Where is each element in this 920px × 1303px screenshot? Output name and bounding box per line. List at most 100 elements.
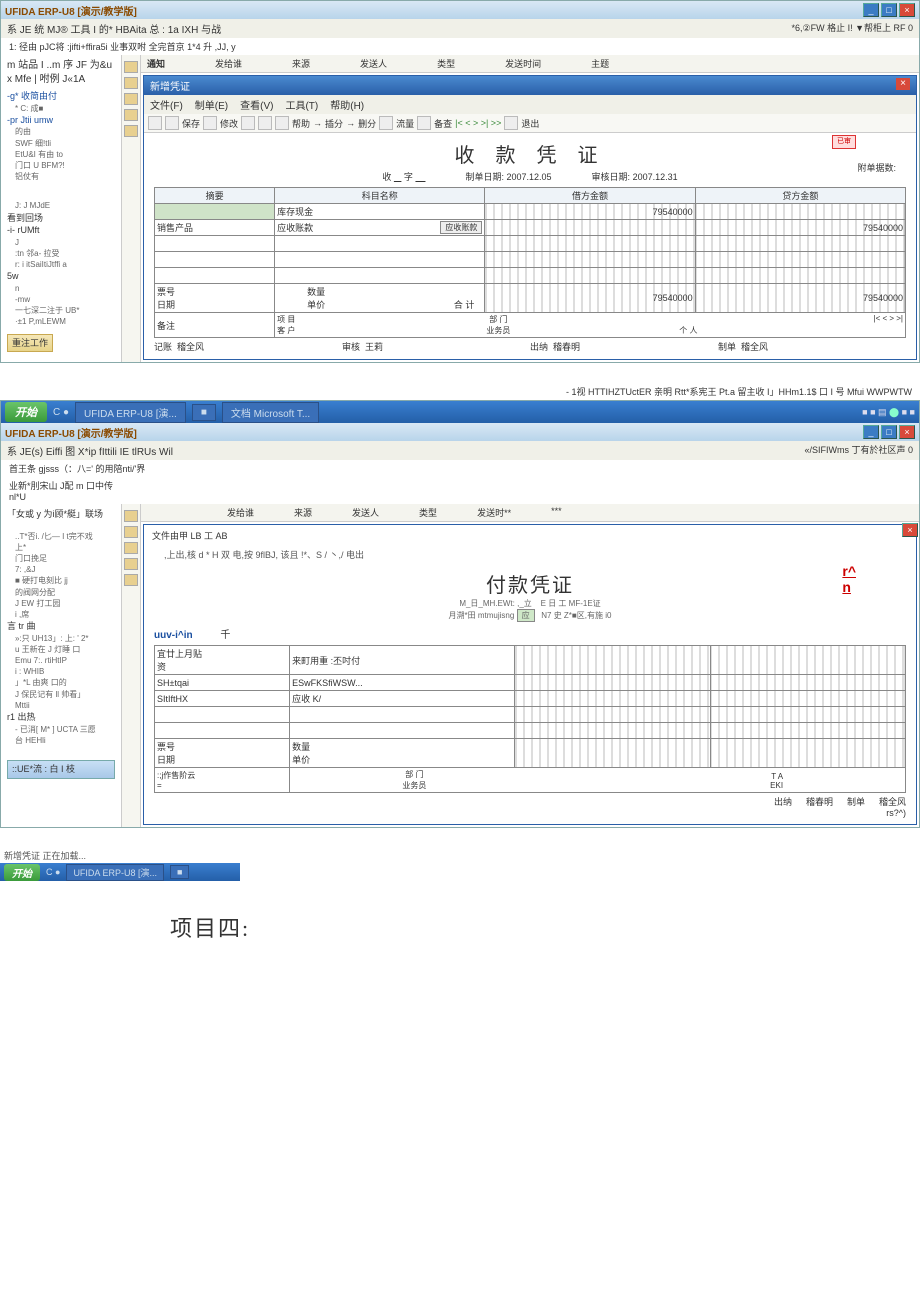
gutter-icon[interactable]	[124, 542, 138, 554]
tool-modify[interactable]: 修改	[220, 117, 238, 130]
cell[interactable]: ESwFKSfiWSW...	[290, 675, 515, 691]
lookup-button[interactable]: 应收账款	[440, 221, 482, 234]
cell[interactable]: 应收 K/	[290, 691, 515, 707]
gutter-icon[interactable]	[124, 109, 138, 121]
taskbar-item[interactable]: 文档 Microsoft T...	[222, 402, 319, 423]
nav-item[interactable]: Mttii	[15, 700, 115, 711]
voucher-tool-line[interactable]: ,上出,核 d * H 双 电,按 9flBJ, 该且 !*、S / 丶,/ 电…	[144, 546, 916, 563]
nav-item[interactable]: J 保民记有 ll 帅看」	[15, 689, 115, 700]
gutter-icon[interactable]	[124, 77, 138, 89]
cell[interactable]: SItIftHX	[155, 691, 290, 707]
nav-item[interactable]: Emu 7:. rtiHtIP	[15, 655, 115, 666]
tool-icon[interactable]	[241, 116, 255, 130]
cell-subject[interactable]: 应收账款 应收账款	[275, 220, 485, 236]
voucher-close-button-2[interactable]: ×	[902, 523, 918, 537]
msg-col[interactable]: 来源	[294, 506, 312, 519]
nav-item[interactable]: 台 HEHli	[15, 735, 115, 746]
gutter-icon[interactable]	[124, 61, 138, 73]
cell[interactable]: 宜廿上月贴 资	[155, 646, 290, 675]
tool-exit[interactable]: 退出	[521, 117, 539, 130]
ledger-row[interactable]: 库存现金 79540000	[155, 204, 906, 220]
nav-item[interactable]: 一七深二注于 UB*	[15, 305, 115, 316]
nav-sub[interactable]: SWF 细!tli	[15, 138, 115, 149]
cell-credit[interactable]: 79540000	[695, 220, 905, 236]
close-button[interactable]: ×	[899, 3, 915, 17]
tool-del[interactable]: 删分	[358, 117, 376, 130]
msg-col[interactable]: 发送人	[352, 506, 379, 519]
tool-icon[interactable]	[203, 116, 217, 130]
date-value[interactable]: 2007.12.05	[507, 172, 552, 182]
menu-file[interactable]: 文件(F)	[150, 97, 183, 112]
msg-col[interactable]: 发给谁	[215, 57, 242, 70]
nav-item[interactable]: ■ 硬打电刻比 jj	[15, 575, 115, 586]
nav-item[interactable]: 7: ,&J	[15, 564, 115, 575]
tool-ins[interactable]: 插分	[325, 117, 343, 130]
ledger-row[interactable]	[155, 707, 906, 723]
cell[interactable]: 来町用重 :丕吋付	[290, 646, 515, 675]
sub-button[interactable]: 应	[517, 609, 535, 622]
nav-item[interactable]: »:只 UH13」: 上: ' 2*	[15, 633, 115, 644]
nav-item[interactable]: u 王新在 J 灯睡 口	[15, 644, 115, 655]
nav-item[interactable]: ·±1 P,mLEWM	[15, 316, 115, 327]
nav-item[interactable]: r1 出热	[7, 711, 115, 724]
nav-item[interactable]: -g* 收简由付	[7, 90, 115, 103]
nav-item[interactable]: J: J MJdE	[15, 200, 115, 211]
nav-sub[interactable]: 门口 U BFM?!	[15, 160, 115, 171]
maximize-button[interactable]: □	[881, 425, 897, 439]
tool-icon[interactable]	[165, 116, 179, 130]
tool-icon[interactable]	[379, 116, 393, 130]
ledger-row[interactable]	[155, 236, 906, 252]
tool-help[interactable]: 帮助	[292, 117, 310, 130]
nav-sub[interactable]: r: i itSaiItiJtffi a	[15, 259, 115, 270]
tool-icon[interactable]	[275, 116, 289, 130]
nav-item[interactable]: i : WHIB	[15, 666, 115, 677]
taskbar-item[interactable]: UFIDA ERP-U8 [演...	[75, 402, 186, 423]
nav-item[interactable]: 看到回场	[7, 212, 115, 225]
tool-icon[interactable]	[417, 116, 431, 130]
nav-sub[interactable]: :tn 邻a- 拉受	[15, 248, 115, 259]
ledger-row[interactable]: 销售产品 应收账款 应收账款 79540000	[155, 220, 906, 236]
ledger-row[interactable]	[155, 723, 906, 739]
taskbar-item-2[interactable]: ■	[170, 865, 189, 879]
taskbar-item[interactable]: ■	[192, 404, 216, 421]
msg-col[interactable]: 发送时间	[505, 57, 541, 70]
nav-item[interactable]: 门口挽足	[15, 553, 115, 564]
nav-item[interactable]: 言 tr 曲	[7, 620, 115, 633]
tool-save[interactable]: 保存	[182, 117, 200, 130]
nav-item[interactable]: - 已消[ M* ] UCTA 三愿	[15, 724, 115, 735]
msg-col[interactable]: 发送人	[360, 57, 387, 70]
cell-credit[interactable]	[695, 204, 905, 220]
menu-view[interactable]: 查看(V)	[240, 97, 273, 112]
msg-col[interactable]: 发给谁	[227, 506, 254, 519]
gutter-icon[interactable]	[124, 558, 138, 570]
start-button-2[interactable]: 开始	[4, 864, 40, 881]
menu-edit[interactable]: 制单(E)	[195, 97, 228, 112]
start-button[interactable]: 开始	[5, 402, 47, 422]
ledger-row[interactable]	[155, 268, 906, 284]
voucher-menu-line[interactable]: 文件由甲 LB 工 AB	[144, 525, 916, 546]
cell-credit[interactable]	[710, 646, 905, 675]
nav-item[interactable]: ..T*否i. /匕— I t完不戏	[15, 531, 115, 542]
cell-summary[interactable]	[155, 204, 275, 220]
close-button[interactable]: ×	[899, 425, 915, 439]
cell-subject[interactable]: 库存现金	[275, 204, 485, 220]
voucher-close-button[interactable]: ×	[896, 78, 910, 90]
nav-footer-button[interactable]: ::UE*流 : 白 I 枝	[7, 760, 115, 779]
msg-col[interactable]: 发送时**	[477, 506, 511, 519]
cell-debit[interactable]	[515, 646, 710, 675]
msg-col[interactable]: 主题	[591, 57, 609, 70]
nav-item[interactable]: 铝仗有	[15, 171, 115, 182]
gutter-icon[interactable]	[124, 93, 138, 105]
ledger-row[interactable]	[155, 252, 906, 268]
ledger-row[interactable]: SH±tqai ESwFKSfiWSW...	[155, 675, 906, 691]
gutter-icon[interactable]	[124, 510, 138, 522]
gutter-icon[interactable]	[124, 526, 138, 538]
msg-col[interactable]: 来源	[292, 57, 310, 70]
tool-icon[interactable]	[504, 116, 518, 130]
nav-sub[interactable]: EtU&I 有由 to	[15, 149, 115, 160]
gutter-icon[interactable]	[124, 574, 138, 586]
tool-icon[interactable]	[258, 116, 272, 130]
menu-help[interactable]: 帮助(H)	[330, 97, 364, 112]
ledger-row[interactable]: SItIftHX 应收 K/	[155, 691, 906, 707]
nav-item[interactable]: 5w	[7, 270, 115, 283]
